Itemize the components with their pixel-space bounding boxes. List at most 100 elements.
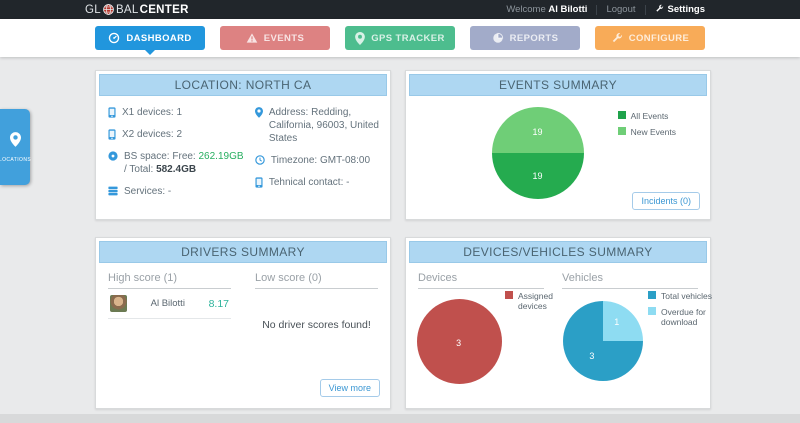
- username: Al Bilotti: [548, 4, 588, 15]
- warning-triangle-icon: [246, 32, 258, 44]
- bs-free-value: 262.19GB: [198, 151, 244, 162]
- dashboard-content: LOCATIONS LOCATION: NORTH CA X1 devices:…: [0, 57, 800, 423]
- address-label: Address:: [268, 107, 309, 118]
- driver-row[interactable]: Al Bilotti 8.17: [108, 289, 231, 319]
- legend-label: Assigned devices: [518, 291, 553, 312]
- devices-legend: Assigned devices: [505, 291, 570, 317]
- tab-label: REPORTS: [509, 32, 559, 44]
- technical-contact-field: Tehnical contact: -: [255, 176, 380, 189]
- vehicles-legend: Total vehicles Overdue for download: [648, 291, 713, 334]
- legend-swatch: [648, 307, 656, 316]
- logo-text-center: CENTER: [139, 3, 189, 16]
- tab-reports[interactable]: REPORTS: [470, 26, 580, 50]
- bs-space-field: BS space: Free: 262.19GB / Total: 582.4G…: [108, 150, 249, 176]
- wrench-icon: [611, 32, 623, 44]
- view-more-button[interactable]: View more: [319, 379, 380, 397]
- server-stack-icon: [108, 186, 118, 196]
- high-score-column: High score (1) Al Bilotti 8.17: [108, 272, 243, 331]
- driver-name: Al Bilotti: [150, 298, 185, 309]
- logo[interactable]: GL BAL CENTER: [85, 4, 189, 16]
- map-pin-icon: [9, 131, 21, 152]
- tab-label: EVENTS: [263, 32, 305, 44]
- logo-text-gl: GL: [85, 3, 101, 16]
- contact-value: -: [346, 177, 350, 188]
- wrench-icon: [655, 4, 664, 16]
- devices-panel-title: DEVICES/VEHICLES SUMMARY: [409, 241, 707, 263]
- settings-label: Settings: [667, 4, 705, 15]
- incidents-button[interactable]: Incidents (0): [632, 192, 700, 210]
- side-tab-label: LOCATIONS: [0, 156, 32, 163]
- devices-column: Devices: [418, 272, 558, 289]
- phone-icon: [255, 177, 263, 188]
- legend-swatch: [648, 291, 656, 299]
- clock-icon: [255, 155, 265, 165]
- tab-dashboard[interactable]: DASHBOARD: [95, 26, 205, 55]
- vehicles-header: Vehicles: [562, 272, 698, 289]
- locations-side-tab[interactable]: LOCATIONS: [0, 109, 32, 185]
- assigned-devices-value: 3: [456, 338, 462, 349]
- vehicles-pie-chart[interactable]: 3 1: [563, 301, 643, 381]
- address-field: Address: Redding, California, 96003, Uni…: [254, 106, 380, 145]
- logo-text-bal: BAL: [115, 3, 139, 16]
- legend-item-new-events[interactable]: New Events: [617, 127, 676, 137]
- footer-strip: [0, 414, 800, 423]
- bs-label: BS space:: [124, 151, 170, 162]
- no-scores-message: No driver scores found!: [262, 319, 371, 331]
- main-nav: DASHBOARD EVENTS GPS TRACKER REPORTS CON…: [0, 19, 800, 57]
- x2-devices-field: X2 devices: 2: [108, 128, 249, 141]
- services-value: -: [167, 186, 172, 197]
- location-right-column: Address: Redding, California, 96003, Uni…: [254, 106, 380, 207]
- services-label: Services:: [124, 186, 166, 197]
- logout-link[interactable]: Logout: [606, 4, 636, 15]
- location-panel: LOCATION: NORTH CA X1 devices: 1 X2 devi…: [95, 70, 391, 220]
- events-legend: All Events New Events: [617, 111, 676, 143]
- new-events-value: 19: [532, 127, 543, 138]
- legend-label: Total vehicles: [661, 291, 713, 301]
- mobile-device-icon: [108, 107, 116, 118]
- legend-item-all-events[interactable]: All Events: [617, 111, 676, 121]
- low-score-column: Low score (0) No driver scores found!: [243, 272, 378, 331]
- legend-item-total-vehicles[interactable]: Total vehicles: [648, 291, 713, 301]
- devices-pie-chart[interactable]: 3: [417, 299, 502, 384]
- divider: [644, 4, 646, 15]
- location-left-column: X1 devices: 1 X2 devices: 2 BS space: Fr…: [108, 106, 255, 207]
- bs-free-label: Free:: [172, 151, 196, 162]
- legend-swatch: [617, 111, 626, 119]
- tab-gps-tracker[interactable]: GPS TRACKER: [345, 26, 455, 50]
- contact-label: Tehnical contact:: [268, 177, 344, 188]
- legend-swatch: [505, 291, 513, 299]
- disk-icon: [108, 151, 118, 161]
- bs-total-label: / Total:: [124, 164, 154, 175]
- legend-item-assigned-devices[interactable]: Assigned devices: [505, 291, 570, 311]
- pie-chart-icon: [492, 32, 504, 44]
- tab-label: CONFIGURE: [628, 32, 690, 44]
- timezone-label: Timezone:: [270, 155, 318, 166]
- tab-configure[interactable]: CONFIGURE: [595, 26, 705, 50]
- driver-avatar: [110, 295, 127, 312]
- mobile-device-icon: [108, 129, 116, 140]
- x2-label: X2 devices:: [122, 129, 174, 140]
- tab-label: DASHBOARD: [126, 32, 192, 44]
- globe-icon: [103, 4, 114, 15]
- welcome-text: Welcome Al Bilotti: [506, 4, 587, 15]
- events-panel-body: 19 19 All Events New Events Incidents (0…: [406, 99, 710, 218]
- all-events-value: 19: [532, 171, 543, 182]
- address-value: Redding, California, 96003, United State…: [268, 107, 379, 144]
- tab-label: GPS TRACKER: [371, 32, 445, 44]
- devices-header: Devices: [418, 272, 544, 289]
- legend-item-overdue-download[interactable]: Overdue for download: [648, 307, 713, 327]
- user-menu: Welcome Al Bilotti Logout Settings: [506, 4, 705, 16]
- drivers-summary-panel: DRIVERS SUMMARY High score (1) Al Bilott…: [95, 237, 391, 409]
- settings-link[interactable]: Settings: [655, 4, 705, 16]
- total-vehicles-value: 3: [589, 350, 595, 361]
- vehicles-column: Vehicles: [558, 272, 698, 289]
- tab-events[interactable]: EVENTS: [220, 26, 330, 50]
- events-pie-chart[interactable]: 19 19: [492, 107, 584, 199]
- location-panel-body: X1 devices: 1 X2 devices: 2 BS space: Fr…: [96, 99, 390, 207]
- drivers-panel-title: DRIVERS SUMMARY: [99, 241, 387, 263]
- x1-devices-field: X1 devices: 1: [108, 106, 249, 119]
- driver-score: 8.17: [208, 297, 229, 310]
- timezone-value: GMT-08:00: [319, 155, 371, 166]
- divider: [596, 4, 598, 15]
